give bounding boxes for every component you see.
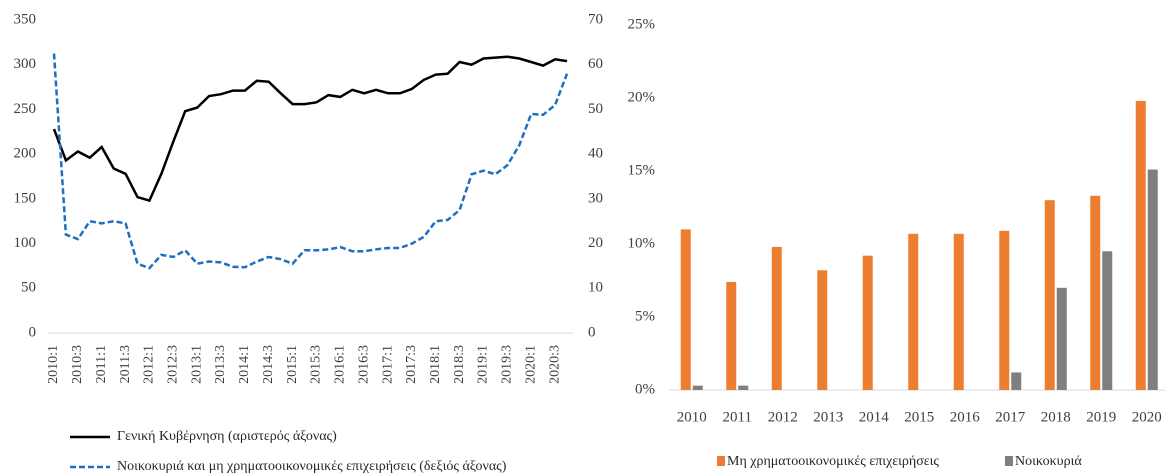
x-tick-label: 2019:3 bbox=[500, 345, 515, 384]
x-tick-label: 2020:1 bbox=[523, 345, 538, 384]
x-tick-label: 2012 bbox=[768, 409, 798, 425]
y2-tick-label: 0 bbox=[588, 324, 596, 340]
y-tick-label: 250 bbox=[14, 101, 37, 117]
y2-tick-label: 20 bbox=[588, 235, 603, 251]
x-tick-label: 2017 bbox=[995, 409, 1026, 425]
y-tick-label: 25% bbox=[628, 16, 656, 32]
x-tick-label: 2017:3 bbox=[404, 345, 419, 384]
bar bbox=[1056, 287, 1067, 390]
y-tick-label: 0% bbox=[635, 381, 655, 397]
x-tick-label: 2017:1 bbox=[380, 345, 395, 384]
y-tick-label: 150 bbox=[14, 190, 37, 206]
x-tick-label: 2016:1 bbox=[333, 345, 348, 384]
y2-tick-label: 30 bbox=[588, 190, 603, 206]
x-tick-label: 2012:1 bbox=[142, 345, 157, 384]
bar bbox=[999, 230, 1010, 390]
bar bbox=[862, 255, 873, 390]
legend-swatch bbox=[1005, 456, 1013, 466]
x-tick-label: 2018 bbox=[1041, 409, 1071, 425]
x-tick-label: 2013:3 bbox=[213, 345, 228, 384]
x-tick-label: 2011:3 bbox=[118, 345, 133, 383]
x-tick-label: 2016:3 bbox=[356, 345, 371, 384]
legend-label: Νοικοκυριά bbox=[1015, 454, 1082, 469]
bar bbox=[771, 246, 782, 390]
x-tick-label: 2020:3 bbox=[547, 345, 562, 384]
x-tick-label: 2019:1 bbox=[476, 345, 491, 384]
series-line bbox=[52, 53, 569, 270]
x-tick-label: 2015 bbox=[904, 409, 934, 425]
x-tick-label: 2012:3 bbox=[166, 345, 181, 384]
bar bbox=[680, 229, 691, 390]
x-tick-label: 2014 bbox=[859, 409, 890, 425]
x-tick-label: 2010:1 bbox=[46, 345, 61, 384]
legend-swatch bbox=[717, 456, 725, 466]
y2-tick-label: 40 bbox=[588, 146, 603, 162]
y-tick-label: 20% bbox=[628, 89, 656, 105]
x-tick-label: 2011:1 bbox=[94, 345, 109, 383]
series-line bbox=[52, 55, 568, 203]
bar bbox=[726, 281, 737, 390]
y-tick-label: 300 bbox=[14, 56, 37, 72]
bar bbox=[908, 233, 919, 390]
x-tick-label: 2015:3 bbox=[309, 345, 324, 384]
y-tick-label: 50 bbox=[21, 280, 36, 296]
x-tick-label: 2018:1 bbox=[428, 345, 443, 384]
bar bbox=[738, 385, 749, 390]
legend-label: Γενική Κυβέρνηση (αριστερός άξονας) bbox=[117, 429, 337, 444]
bar bbox=[1044, 200, 1055, 390]
x-tick-label: 2018:3 bbox=[452, 345, 467, 384]
x-tick-label: 2010:3 bbox=[70, 345, 85, 384]
y-tick-label: 0 bbox=[29, 324, 37, 340]
y2-tick-label: 60 bbox=[588, 56, 603, 72]
y-tick-label: 100 bbox=[14, 235, 37, 251]
x-tick-label: 2013:1 bbox=[189, 345, 204, 384]
x-tick-label: 2013 bbox=[813, 409, 843, 425]
bar bbox=[1147, 169, 1158, 390]
bar bbox=[1090, 195, 1101, 390]
bar bbox=[1135, 100, 1146, 391]
bar bbox=[953, 233, 964, 390]
bar bbox=[692, 385, 703, 390]
x-tick-label: 2015:1 bbox=[285, 345, 300, 384]
x-tick-label: 2014:3 bbox=[261, 345, 276, 384]
x-tick-label: 2020 bbox=[1132, 409, 1162, 425]
legend-label: Νοικοκυριά και μη χρηματοοικονομικές επι… bbox=[117, 459, 507, 474]
y-tick-label: 200 bbox=[14, 146, 37, 162]
x-tick-label: 2010 bbox=[677, 409, 707, 425]
y-tick-label: 15% bbox=[628, 162, 656, 178]
y-tick-label: 350 bbox=[14, 11, 37, 27]
y2-tick-label: 10 bbox=[588, 280, 603, 296]
x-tick-label: 2016 bbox=[950, 409, 981, 425]
x-tick-label: 2019 bbox=[1086, 409, 1116, 425]
x-tick-label: 2011 bbox=[723, 409, 752, 425]
legend-label: Μη χρηματοοικονομικές επιχειρήσεις bbox=[727, 454, 939, 469]
x-tick-label: 2014:1 bbox=[237, 345, 252, 384]
bar bbox=[817, 270, 828, 390]
y2-tick-label: 70 bbox=[588, 11, 603, 27]
y-tick-label: 5% bbox=[635, 308, 655, 324]
y-tick-label: 10% bbox=[628, 235, 656, 251]
bar bbox=[1011, 372, 1022, 390]
bar bbox=[1102, 251, 1113, 390]
y2-tick-label: 50 bbox=[588, 101, 603, 117]
